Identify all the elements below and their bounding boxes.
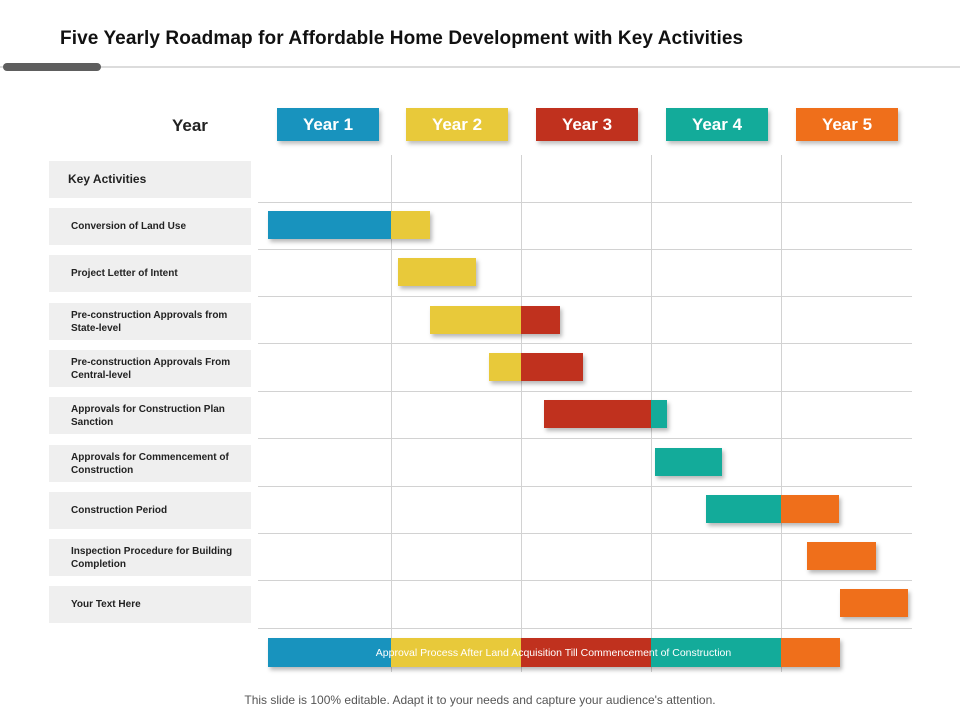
activity-bar	[807, 542, 876, 570]
year-1-header: Year 1	[277, 108, 379, 141]
summary-bar-segment	[781, 638, 840, 667]
activity-bar-segment	[521, 306, 560, 334]
activity-bar-segment	[839, 589, 909, 617]
activity-label: Project Letter of Intent	[49, 255, 251, 292]
activity-label: Construction Period	[49, 492, 251, 529]
year-divider-line	[521, 155, 522, 672]
year-3-header: Year 3	[536, 108, 638, 141]
activity-bar-segment	[807, 542, 876, 570]
activity-bar-segment	[488, 353, 521, 381]
activity-bar	[705, 495, 840, 523]
activity-bar	[654, 448, 723, 476]
footer-note: This slide is 100% editable. Adapt it to…	[244, 693, 716, 707]
row-divider-line	[258, 343, 912, 344]
activity-bar	[430, 306, 560, 334]
row-divider-line	[258, 296, 912, 297]
activity-bar-segment	[397, 258, 476, 286]
row-divider-line	[258, 580, 912, 581]
activity-bar-segment	[650, 400, 667, 428]
year-divider-line	[781, 155, 782, 672]
activity-bar-segment	[391, 211, 430, 239]
activity-bar-segment	[780, 495, 840, 523]
year-row-label: Year	[172, 116, 208, 135]
activity-bar-segment	[544, 400, 651, 428]
row-divider-line	[258, 249, 912, 250]
summary-bar-segment	[391, 638, 521, 667]
summary-bar-segment	[267, 638, 391, 667]
activity-label: Approvals for Commencement of Constructi…	[49, 445, 251, 482]
summary-bar-segment	[521, 638, 651, 667]
row-divider-line	[258, 202, 912, 203]
key-activities-header: Key Activities	[49, 161, 251, 198]
activity-label: Pre-construction Approvals From Central-…	[49, 350, 251, 387]
title-accent-bar	[3, 63, 101, 71]
slide-title: Five Yearly Roadmap for Affordable Home …	[60, 28, 744, 49]
row-divider-line	[258, 533, 912, 534]
row-divider-line	[258, 391, 912, 392]
summary-bar-label: Approval Process After Land Acquisition …	[375, 647, 732, 659]
row-divider-line	[258, 486, 912, 487]
summary-bar: Approval Process After Land Acquisition …	[267, 638, 840, 667]
activity-bar	[267, 211, 430, 239]
activity-bar	[397, 258, 476, 286]
activity-bar	[488, 353, 584, 381]
activity-label: Your Text Here	[49, 586, 251, 623]
activity-label: Approvals for Construction Plan Sanction	[49, 397, 251, 434]
activity-bar-segment	[654, 448, 723, 476]
activity-label: Inspection Procedure for Building Comple…	[49, 539, 251, 576]
row-divider-line	[258, 628, 912, 629]
summary-bar-segment	[651, 638, 781, 667]
year-divider-line	[391, 155, 392, 672]
activity-bar-segment	[705, 495, 781, 523]
year-4-header: Year 4	[666, 108, 768, 141]
activity-bar	[839, 589, 909, 617]
row-divider-line	[258, 438, 912, 439]
activity-bar-segment	[521, 353, 584, 381]
activity-bar	[544, 400, 667, 428]
title-divider	[0, 66, 960, 68]
activity-bar-segment	[430, 306, 521, 334]
year-5-header: Year 5	[796, 108, 898, 141]
activity-label: Pre-construction Approvals from State-le…	[49, 303, 251, 340]
activity-bar-segment	[267, 211, 391, 239]
year-2-header: Year 2	[406, 108, 508, 141]
activity-label: Conversion of Land Use	[49, 208, 251, 245]
